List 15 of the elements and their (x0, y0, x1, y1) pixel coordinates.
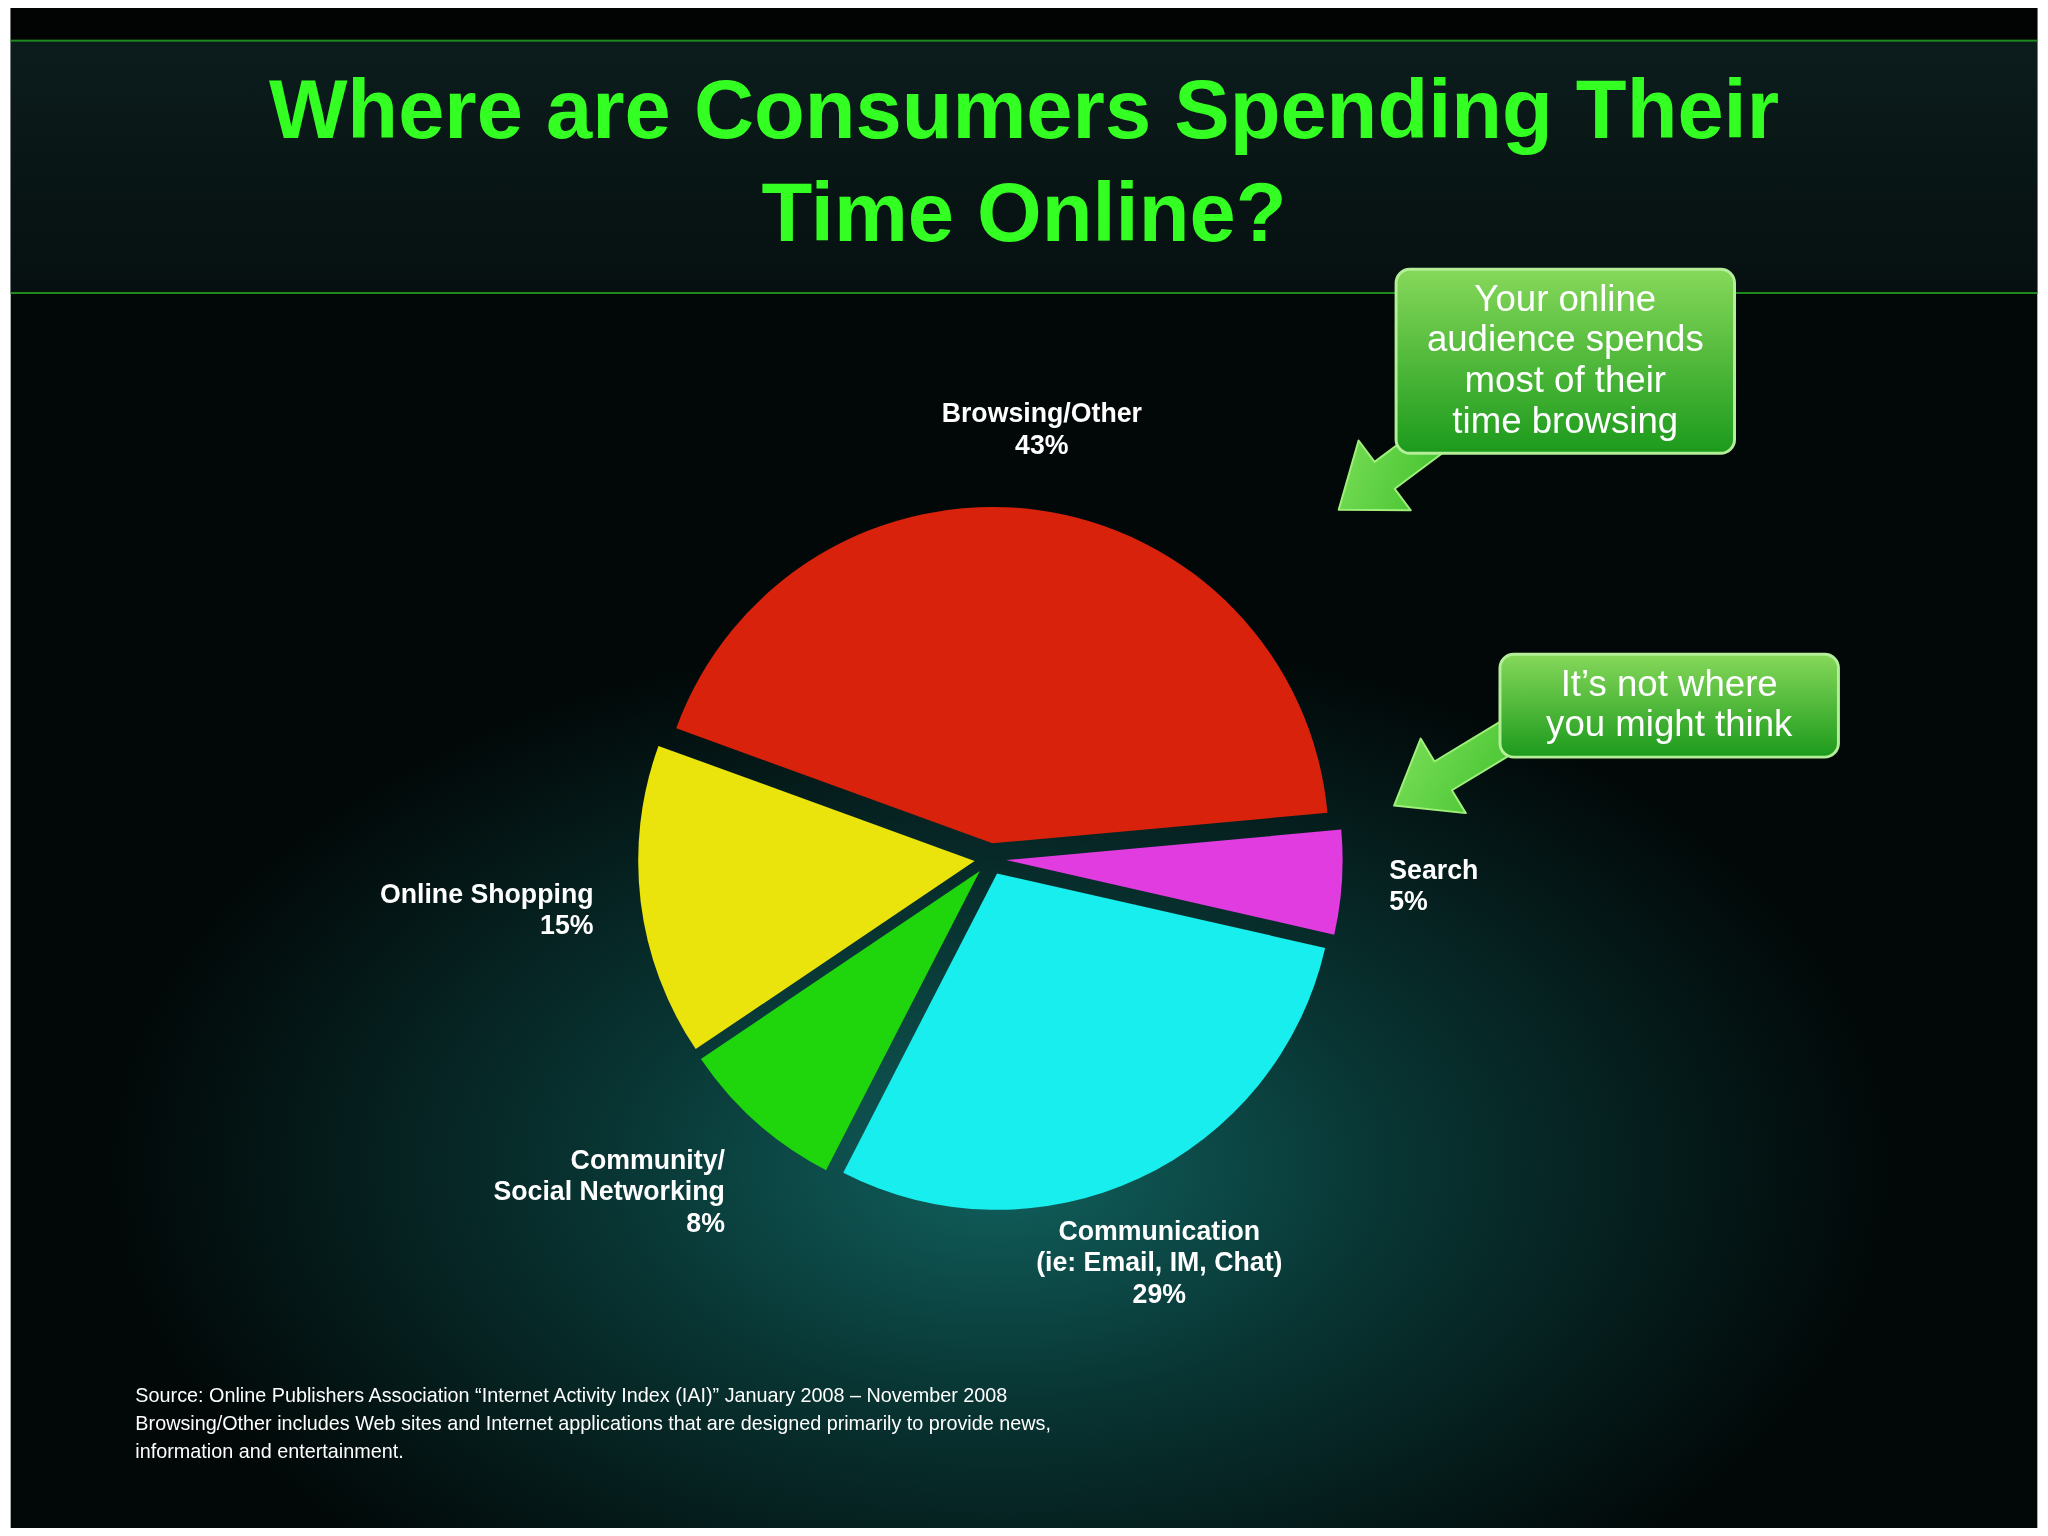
data-label: 43% (1015, 429, 1069, 460)
source-note: Source: Online Publishers Association “Internet Activity Index (IAI)” January 2008 – November 2008 (135, 1384, 1008, 1407)
data-label: 29% (1132, 1278, 1187, 1309)
data-label: 15% (540, 910, 594, 941)
text: It’s not where you might think (1546, 662, 1794, 745)
slice-label: Online Shopping (379, 878, 594, 909)
data-label: 5% (1389, 886, 1429, 917)
chart-title: Where are Consumers Spending Their Time Online? (268, 62, 1780, 259)
slice-label: Community/ Social Networking (493, 1144, 726, 1207)
data-label: 8% (686, 1208, 726, 1239)
text: Browsing/Other includes Web sites and Internet applications that are designed primarily to provide news, information and entertainment. (135, 1412, 1051, 1462)
slice-label: Communication (ie: Email, IM, Chat) (1036, 1215, 1283, 1278)
slice-label: Browsing/Other (941, 398, 1142, 429)
text: Your online audience spends most of their time browsing (1426, 277, 1704, 441)
slice-label: Search (1389, 854, 1479, 885)
